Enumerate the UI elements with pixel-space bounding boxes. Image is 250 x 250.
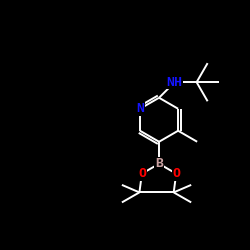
Text: O: O	[138, 167, 146, 180]
Text: O: O	[172, 167, 180, 180]
Text: NH: NH	[166, 76, 182, 89]
Text: B: B	[155, 157, 163, 170]
Text: N: N	[136, 102, 144, 115]
